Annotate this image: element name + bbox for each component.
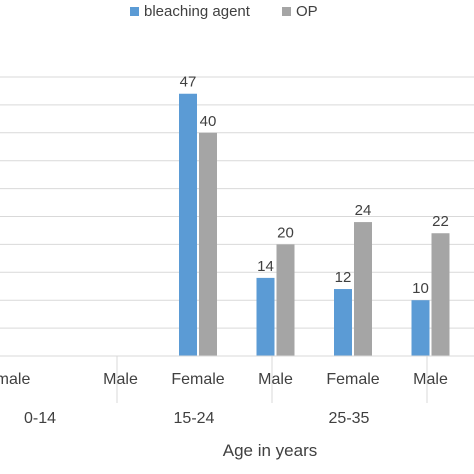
- category-label: Male: [258, 371, 293, 388]
- legend-swatch-op: [282, 7, 291, 16]
- group-label: 0-14: [24, 410, 56, 427]
- bar-op: [276, 244, 295, 356]
- data-label: 12: [335, 269, 352, 286]
- bar-op: [431, 233, 450, 356]
- category-label: Male: [413, 371, 448, 388]
- group-label: 15-24: [174, 410, 215, 427]
- data-label: 14: [257, 258, 274, 275]
- data-label: 40: [200, 113, 217, 130]
- legend: bleaching agent OP: [130, 3, 318, 20]
- x-axis-title: Age in years: [223, 441, 318, 460]
- bar-op: [199, 132, 217, 356]
- bar-bleaching-agent: [411, 300, 430, 356]
- value-labels: 47141210402024226: [180, 74, 449, 297]
- data-label: 20: [277, 224, 294, 241]
- legend-label-bleaching-agent: bleaching agent: [144, 3, 251, 20]
- bar-bleaching-agent: [179, 93, 197, 357]
- category-label: male: [0, 371, 30, 388]
- data-label: 22: [432, 213, 449, 230]
- data-label: 47: [180, 74, 197, 91]
- bar-bleaching-agent: [334, 289, 352, 356]
- gridlines: [0, 76, 474, 329]
- category-label: Female: [171, 371, 224, 388]
- group-labels: 0-14 15-24 25-35: [24, 410, 370, 427]
- bar-op: [354, 222, 372, 356]
- data-label: 24: [355, 202, 372, 219]
- bar-bleaching-agent: [256, 277, 275, 356]
- legend-swatch-bleaching-agent: [130, 7, 139, 16]
- group-label: 25-35: [329, 410, 370, 427]
- category-label: Female: [326, 371, 379, 388]
- bars: [179, 93, 450, 357]
- legend-label-op: OP: [296, 3, 318, 20]
- category-label: Male: [103, 371, 138, 388]
- category-labels: maleMaleFemaleMaleFemaleMaleFema: [0, 371, 448, 388]
- data-label: 10: [412, 280, 429, 297]
- x-axis: [0, 355, 474, 403]
